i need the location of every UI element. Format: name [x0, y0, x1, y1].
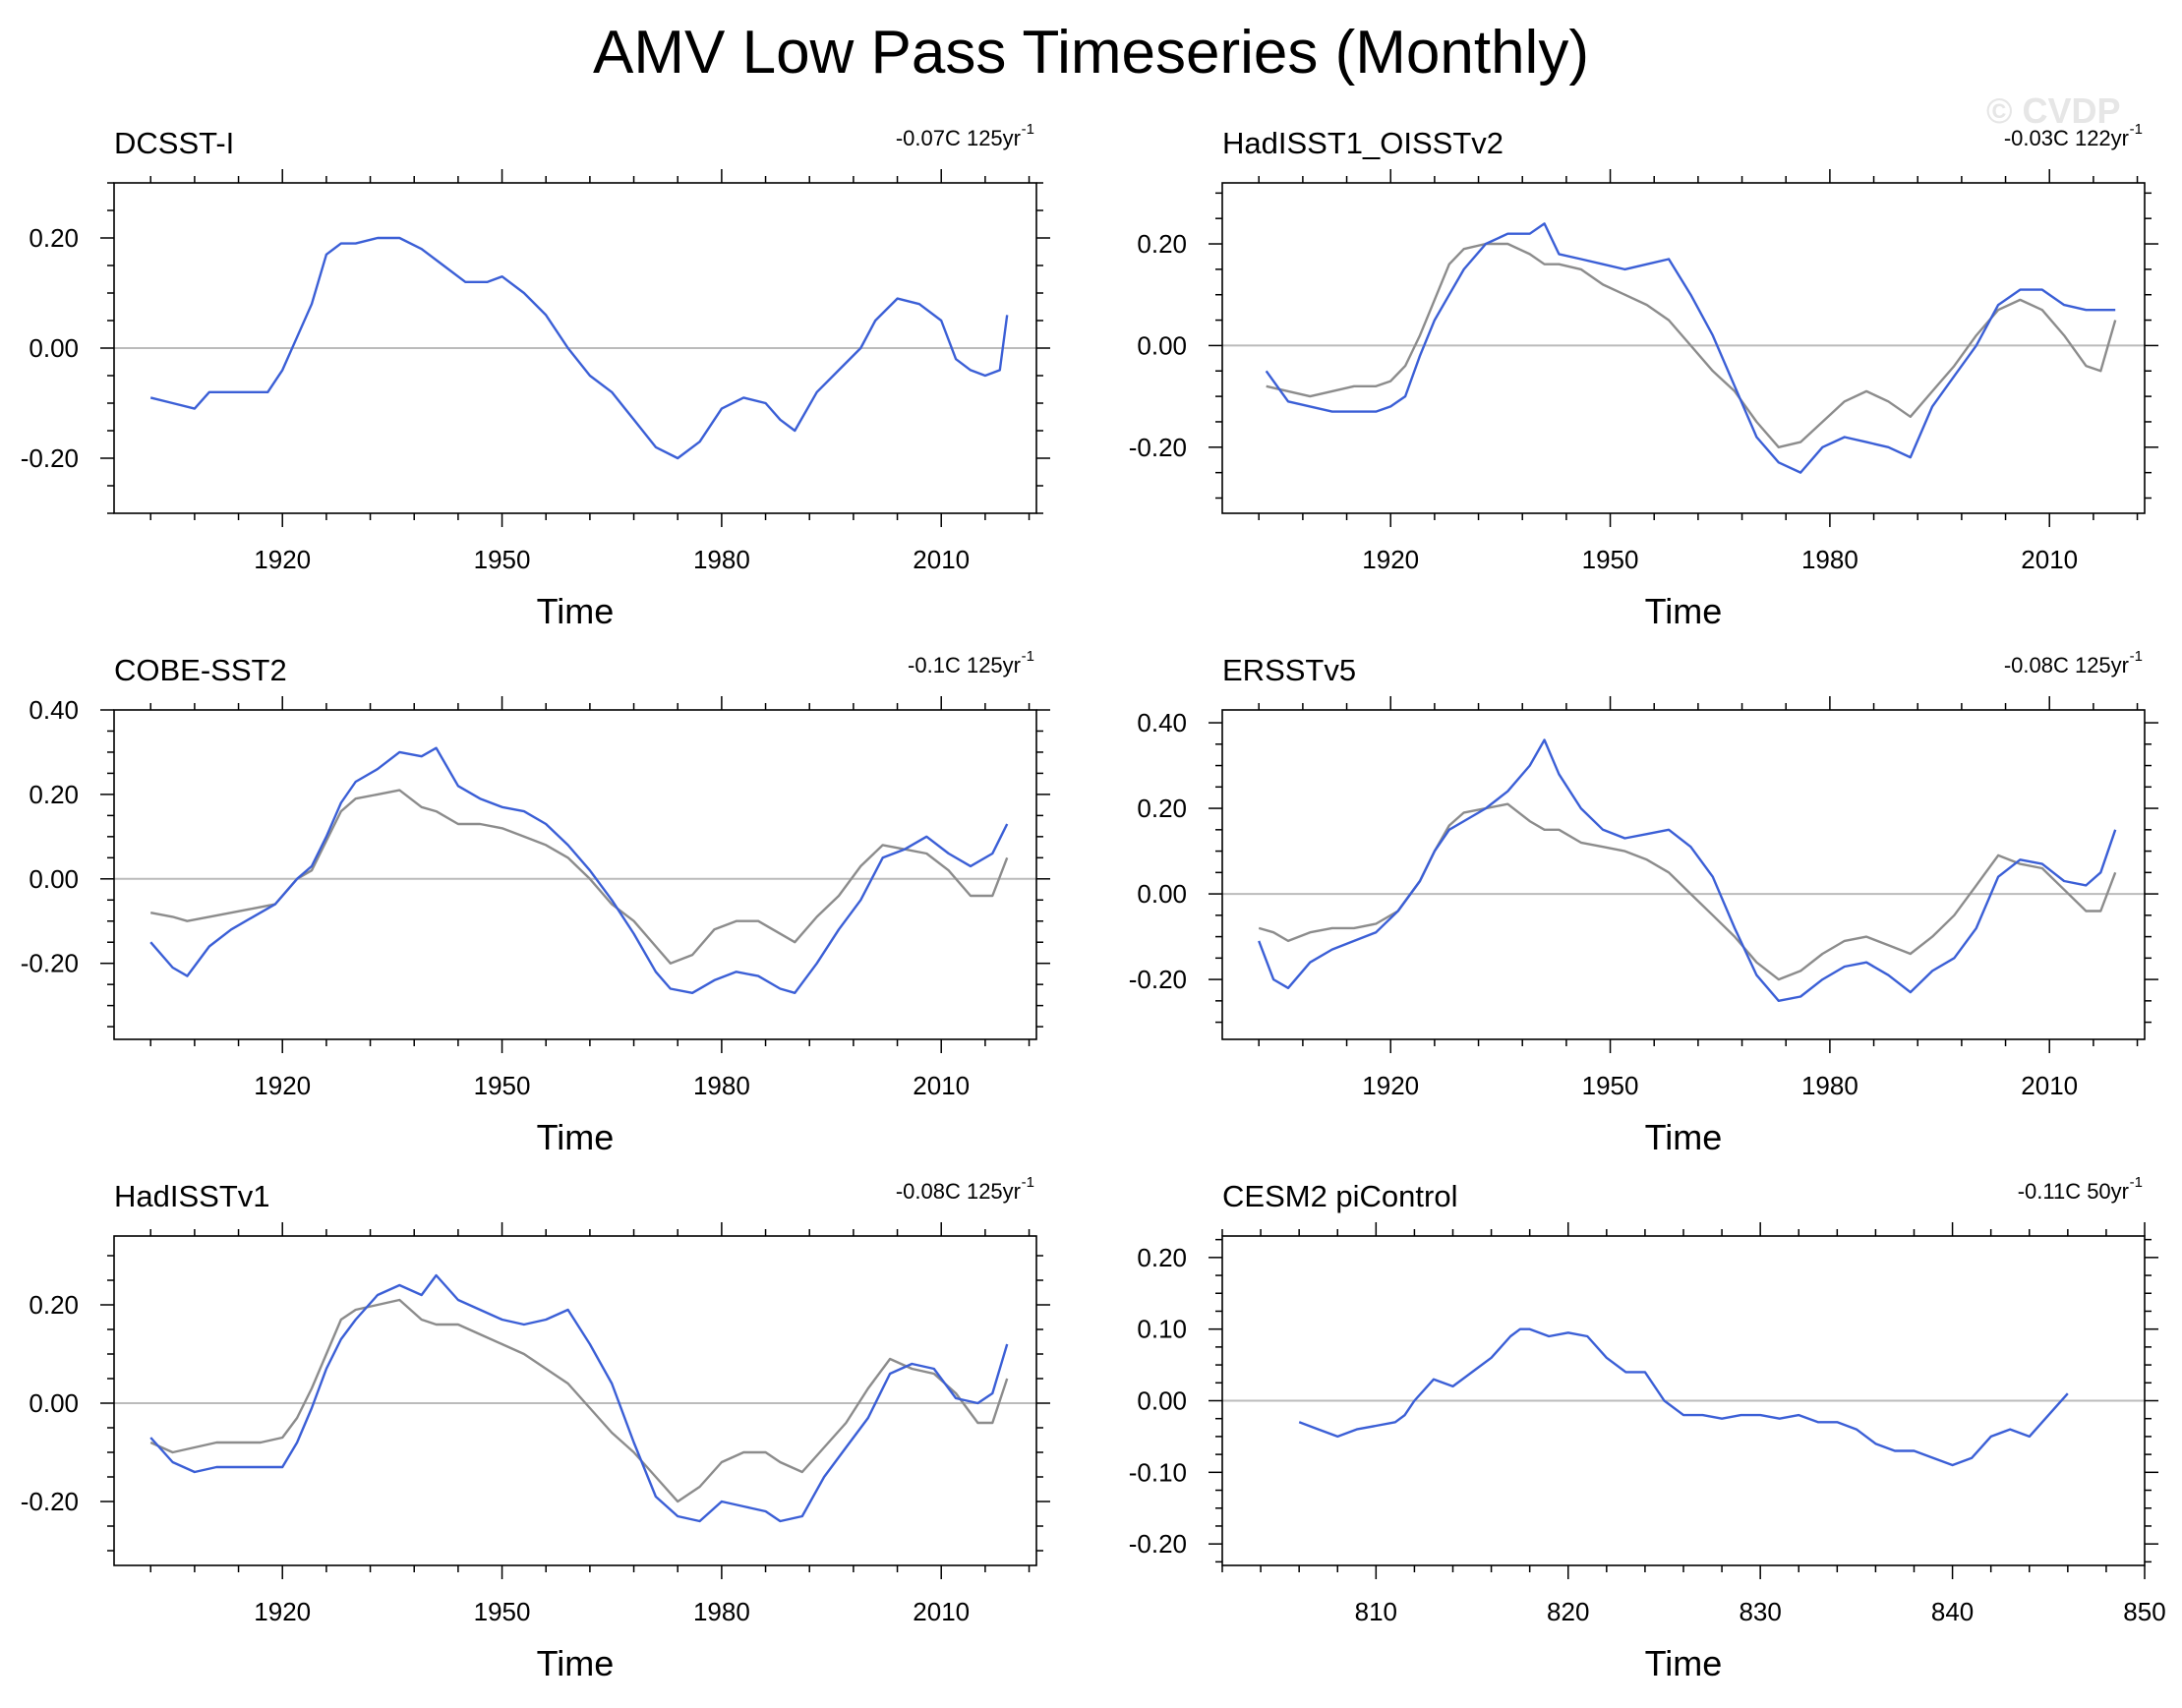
x-tick-label: 1980: [693, 1597, 750, 1626]
trend-label-superscript: -1: [2130, 648, 2143, 665]
x-tick-label: 1920: [254, 545, 311, 574]
panel-title: CESM2 piControl: [1222, 1179, 1457, 1213]
x-axis-label: Time: [537, 591, 615, 631]
panel-title: DCSST-I: [114, 126, 234, 160]
y-tick-label: -0.20: [1129, 433, 1187, 462]
trend-label: -0.1C 125yr: [908, 653, 1021, 677]
x-tick-label: 1920: [254, 1597, 311, 1626]
trend-label-superscript: -1: [2130, 121, 2143, 138]
plot-frame: [113, 709, 1037, 1040]
series-line-reference: [149, 1298, 1009, 1503]
series-line-primary: [149, 236, 1009, 460]
x-tick-label: 1950: [474, 1597, 531, 1626]
plot-frame: [1221, 182, 2146, 514]
trend-label-superscript: -1: [1022, 648, 1034, 665]
figure-title: AMV Low Pass Timeseries (Monthly): [593, 19, 1589, 87]
y-tick-label: 0.20: [1137, 794, 1187, 823]
x-axis-label: Time: [1645, 1643, 1723, 1683]
series-line-primary: [1258, 738, 2117, 1002]
panel-title: HadISST1_OISSTv2: [1222, 126, 1504, 160]
x-tick-label: 1980: [693, 545, 750, 574]
y-tick-label: 0.00: [29, 864, 79, 894]
x-tick-label: 1950: [1582, 1071, 1639, 1100]
series-line-reference: [1266, 242, 2117, 448]
y-tick-label: 0.20: [29, 780, 79, 809]
y-tick-label: 0.20: [29, 223, 79, 253]
x-tick-label: 2010: [913, 1071, 970, 1100]
trend-label: -0.03C 122yr: [2004, 126, 2129, 150]
x-tick-label: 850: [2123, 1597, 2165, 1626]
trend-label-superscript: -1: [1022, 121, 1034, 138]
y-tick-label: 0.10: [1137, 1315, 1187, 1344]
panel-title: HadISSTv1: [114, 1179, 270, 1213]
x-tick-label: 1950: [1582, 545, 1639, 574]
series-line-primary: [1298, 1327, 2069, 1467]
x-tick-label: 2010: [2021, 545, 2078, 574]
x-tick-label: 1980: [1801, 545, 1858, 574]
cvdp-watermark: © CVDP: [1986, 90, 2121, 131]
plot-frame: [113, 1235, 1037, 1566]
x-tick-label: 1950: [474, 1071, 531, 1100]
y-tick-label: -0.20: [21, 949, 79, 978]
series-line-reference: [149, 789, 1009, 965]
chart-panel-1: 1920 1950 1980 2010 -0.20 0.00 0.20 DCSST-I -0.0…: [21, 121, 1050, 631]
x-tick-label: 1980: [693, 1071, 750, 1100]
y-tick-label: 0.00: [29, 333, 79, 363]
trend-label: -0.08C 125yr: [896, 1179, 1021, 1204]
y-tick-label: 0.20: [1137, 1243, 1187, 1272]
y-tick-label: 0.40: [1137, 708, 1187, 737]
panel-title: COBE-SST2: [114, 653, 287, 687]
trend-label: -0.08C 125yr: [2004, 653, 2129, 677]
chart-panel-3: 1920 1950 1980 2010 -0.20 0.00 0.20 0.40 COBE-SS…: [21, 648, 1050, 1157]
y-tick-label: -0.10: [1129, 1457, 1187, 1487]
x-tick-label: 1950: [474, 545, 531, 574]
chart-panel-2: 1920 1950 1980 2010 -0.20 0.00 0.20 HadISST1_OI…: [1129, 121, 2158, 631]
series-line-reference: [1258, 802, 2117, 981]
series-line-primary: [149, 746, 1009, 994]
x-tick-label: 820: [1547, 1597, 1589, 1626]
plot-frame: [1221, 709, 2146, 1040]
x-tick-label: 830: [1739, 1597, 1781, 1626]
series-line-primary: [1265, 222, 2116, 474]
y-tick-label: -0.20: [21, 1487, 79, 1516]
x-axis-label: Time: [1645, 591, 1723, 631]
y-tick-label: 0.00: [1137, 1386, 1187, 1416]
trend-label: -0.11C 50yr: [2018, 1179, 2129, 1204]
x-tick-label: 2010: [2021, 1071, 2078, 1100]
chart-panel-4: 1920 1950 1980 2010 -0.20 0.00 0.20 0.40 ERSSTv5…: [1129, 648, 2158, 1157]
x-tick-label: 840: [1931, 1597, 1974, 1626]
series-line-primary: [149, 1273, 1009, 1523]
panel-title: ERSSTv5: [1222, 653, 1356, 687]
y-tick-label: -0.20: [21, 443, 79, 473]
y-tick-label: 0.20: [29, 1290, 79, 1320]
x-tick-label: 810: [1355, 1597, 1397, 1626]
trend-label-superscript: -1: [2130, 1174, 2143, 1191]
trend-label: -0.07C 125yr: [896, 126, 1021, 150]
chart-panel-6: 810 820 830 840 850 -0.20 -0.10 0.00 0.10 0.20 CES…: [1129, 1174, 2166, 1683]
x-tick-label: 1920: [1362, 1071, 1419, 1100]
x-tick-label: 1920: [254, 1071, 311, 1100]
trend-label-superscript: -1: [1022, 1174, 1034, 1191]
x-tick-label: 2010: [913, 1597, 970, 1626]
x-axis-label: Time: [537, 1643, 615, 1683]
y-tick-label: 0.00: [1137, 330, 1187, 360]
y-tick-label: 0.20: [1137, 229, 1187, 259]
y-tick-label: 0.00: [1137, 879, 1187, 909]
y-tick-label: -0.20: [1129, 1529, 1187, 1559]
x-axis-label: Time: [537, 1117, 615, 1157]
y-tick-label: 0.40: [29, 695, 79, 725]
x-tick-label: 1920: [1362, 545, 1419, 574]
x-tick-label: 2010: [913, 545, 970, 574]
chart-panel-5: 1920 1950 1980 2010 -0.20 0.00 0.20 HadISSTv1 -0…: [21, 1174, 1050, 1683]
x-axis-label: Time: [1645, 1117, 1723, 1157]
y-tick-label: 0.00: [29, 1388, 79, 1418]
y-tick-label: -0.20: [1129, 965, 1187, 994]
x-tick-label: 1980: [1801, 1071, 1858, 1100]
